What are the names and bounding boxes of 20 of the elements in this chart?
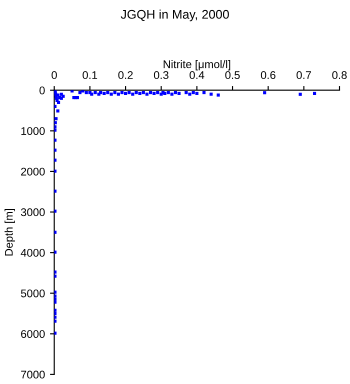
y-tick-label: 3000 [20,208,45,216]
y-tick-label: 5000 [20,289,45,298]
x-tick-label: 0 [52,71,57,80]
y-tick-label: 1000 [21,127,45,135]
x-tick-label: 0.7 [296,71,312,80]
x-tick-label: 0.3 [154,71,168,80]
x-tick-label: 0.2 [118,71,133,80]
x-tick-label: 0.6 [260,71,276,80]
chart-title: JGQH in May, 2000 [120,10,229,22]
x-tick-label: 0.1 [82,71,98,80]
x-tick-label: 0.8 [332,71,347,80]
y-tick-label: 4000 [20,248,45,257]
y-tick-label: 0 [39,86,45,94]
y-tick-label: 7000 [21,370,45,379]
y-tick-label: 2000 [21,168,45,176]
x-axis-title: Nitrite [μmol/l] [164,60,230,70]
y-tick-label: 6000 [21,330,45,338]
x-tick-label: 0.4 [190,71,204,80]
x-tick-label: 0.5 [225,71,240,80]
y-axis-title: Depth [m] [4,209,15,256]
